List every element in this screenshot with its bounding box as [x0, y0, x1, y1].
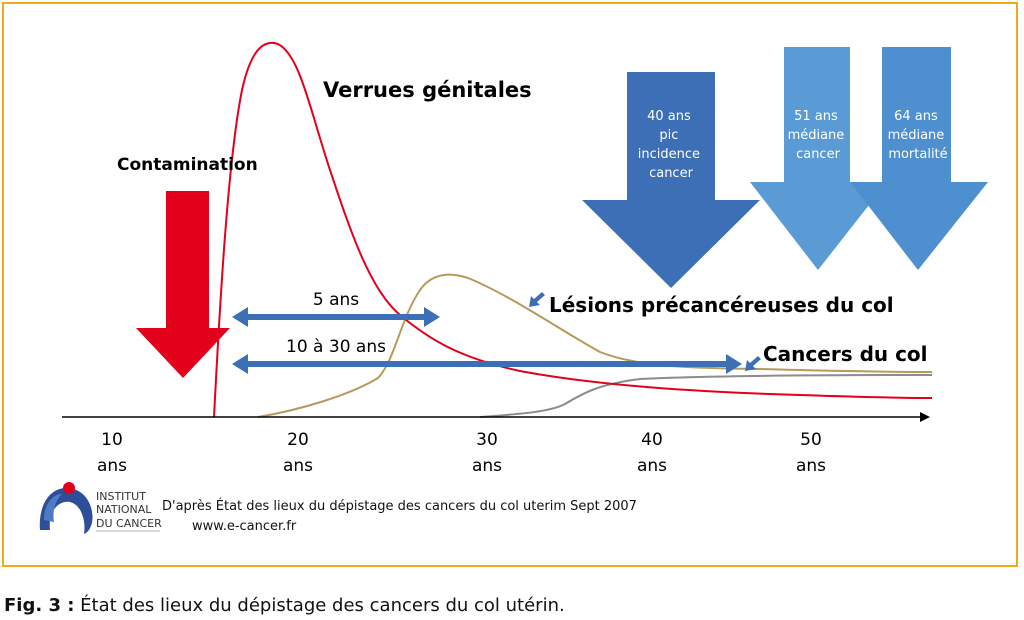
svg-text:ans: ans	[637, 456, 667, 476]
inca-logo: INSTITUT NATIONAL DU CANCER	[39, 482, 162, 534]
svg-text:INSTITUT: INSTITUT	[96, 490, 146, 503]
cancers-curve	[479, 374, 933, 418]
figure-frame	[2, 2, 1018, 567]
span-short-label: 5 ans	[313, 290, 359, 310]
lesions-label: Lésions précancéreuses du col	[549, 293, 894, 317]
caption-text: État des lieux du dépistage des cancers …	[74, 595, 565, 616]
figure-caption: Fig. 3 : État des lieux du dépistage des…	[4, 595, 565, 616]
axis-tick-20: 20 ans	[283, 430, 313, 476]
lesions-curve	[257, 273, 933, 418]
span-arrow-short	[232, 307, 440, 327]
svg-text:DU CANCER: DU CANCER	[96, 517, 162, 530]
svg-text:ans: ans	[472, 456, 502, 476]
span-arrow-long	[232, 354, 742, 374]
svg-text:10: 10	[101, 430, 123, 450]
axis-tick-40: 40 ans	[637, 430, 667, 476]
contamination-label: Contamination	[117, 155, 258, 175]
arrow-median-cancer	[750, 47, 887, 270]
verrues-label: Verrues génitales	[323, 78, 532, 102]
svg-text:50: 50	[800, 430, 822, 450]
arrow-cancer-incidence-peak	[582, 72, 760, 288]
svg-text:30: 30	[476, 430, 498, 450]
svg-text:20: 20	[287, 430, 309, 450]
arrow-median-mortality	[850, 47, 988, 270]
arrow-median-cancer-text: 51 ans médiane cancer	[788, 109, 849, 162]
verrues-curve	[213, 42, 933, 418]
svg-text:ans: ans	[796, 456, 826, 476]
pointer-lesions-icon	[529, 292, 545, 307]
svg-text:ans: ans	[283, 456, 313, 476]
axis-tick-30: 30 ans	[472, 430, 502, 476]
pointer-cancers-icon	[745, 356, 761, 371]
cancers-label: Cancers du col	[763, 342, 928, 366]
source-url: www.e-cancer.fr	[192, 519, 297, 534]
axis-tick-10: 10 ans	[97, 430, 127, 476]
arrow-incidence-text: 40 ans pic incidence cancer	[638, 109, 704, 181]
svg-text:ans: ans	[97, 456, 127, 476]
svg-text:40: 40	[641, 430, 663, 450]
span-long-label: 10 à 30 ans	[286, 337, 386, 357]
svg-text:NATIONAL: NATIONAL	[96, 503, 152, 516]
source-line: D'après État des lieux du dépistage des …	[162, 498, 637, 514]
caption-prefix: Fig. 3 :	[4, 595, 75, 616]
arrow-median-mortality-text: 64 ans médiane mortalité	[888, 109, 949, 162]
axis-tick-50: 50 ans	[796, 430, 826, 476]
contamination-arrow	[136, 191, 230, 378]
